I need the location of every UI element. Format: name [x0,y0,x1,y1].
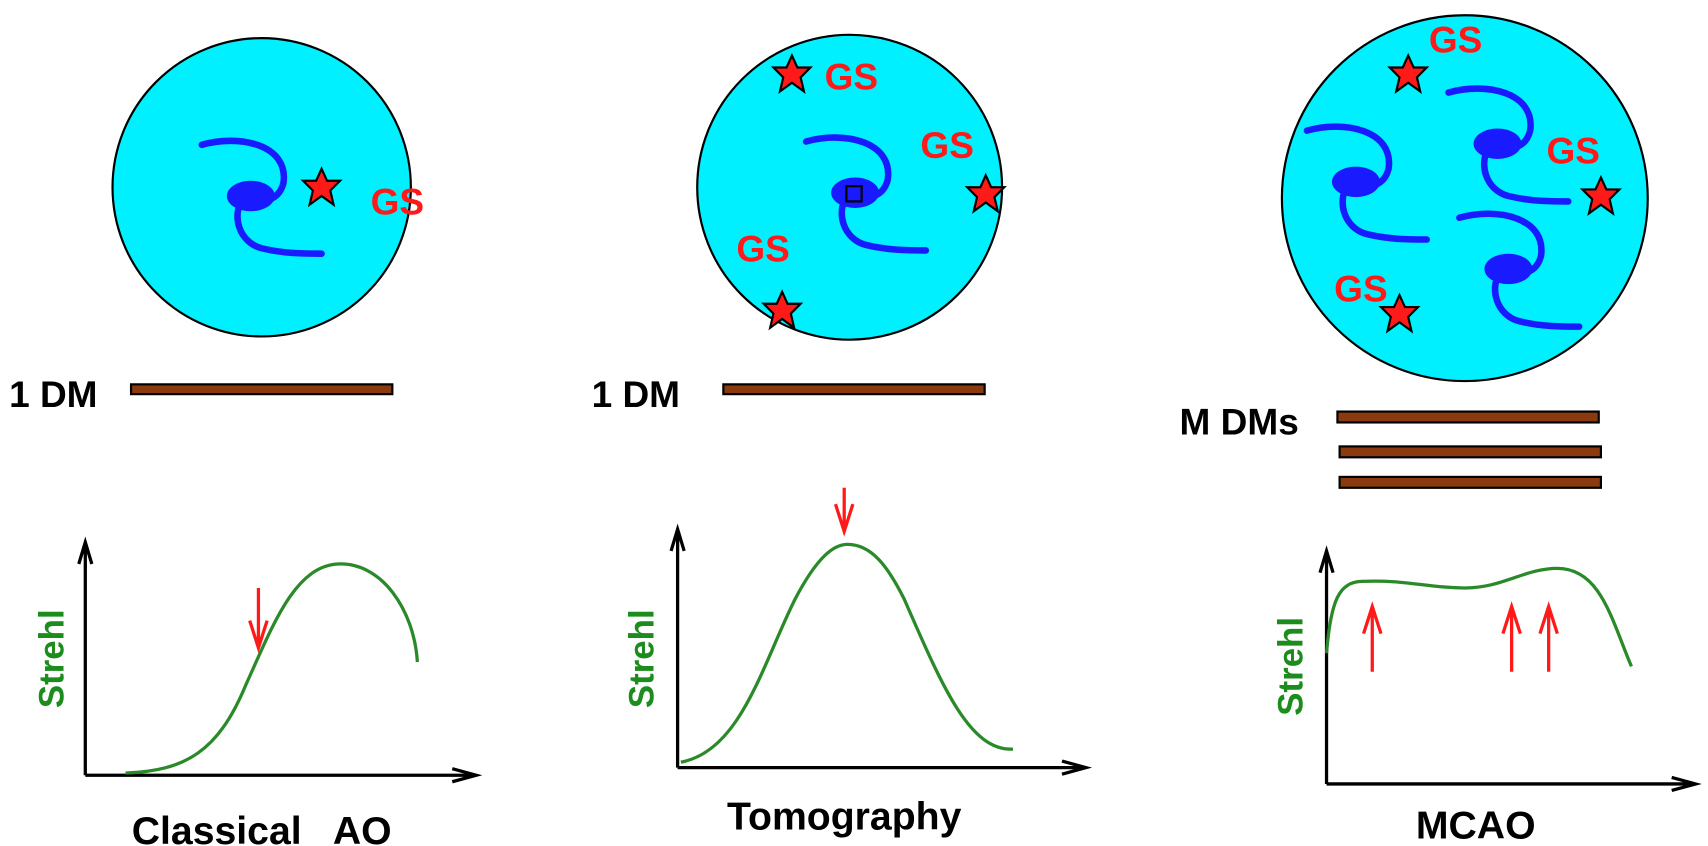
dm-label: 1 DM [592,373,680,415]
gs-label: GS [371,180,424,222]
gs-label: GS [1546,129,1599,171]
y-axis-label: Strehl [33,609,72,708]
arrow [1364,606,1381,671]
arrow [1503,606,1520,671]
deformable-mirror [1337,412,1598,423]
arrow [1540,606,1557,671]
axes [1320,551,1696,791]
deformable-mirror [1340,446,1601,457]
panel-mcao: GS GS GS M DMs Strehl MCAO [1180,15,1696,846]
deformable-mirror [723,384,984,394]
gs-label: GS [1334,268,1387,310]
dm-label: 1 DM [9,373,97,415]
strehl-curve [681,544,1013,762]
gs-label: GS [736,227,789,269]
y-axis-label: Strehl [623,609,662,708]
caption: MCAO [1416,804,1536,846]
diagram: GS 1 DM Strehl Classical AO GS GS GS 1 D… [0,0,1708,846]
strehl-curve [126,564,418,773]
axes [671,529,1086,774]
deformable-mirror [131,384,392,394]
arrow [250,588,267,648]
deformable-mirror [1340,477,1601,488]
caption: Classical AO [132,810,392,846]
arrow [835,488,852,532]
panel-tomography: GS GS GS 1 DM Strehl Tomography [592,35,1086,839]
panel-classical: GS 1 DM Strehl Classical AO [9,38,476,846]
gs-label: GS [825,55,878,97]
dm-label: M DMs [1180,400,1299,442]
gs-label: GS [1429,18,1482,60]
gs-label: GS [920,124,973,166]
caption: Tomography [727,796,962,839]
y-axis-label: Strehl [1272,617,1311,716]
